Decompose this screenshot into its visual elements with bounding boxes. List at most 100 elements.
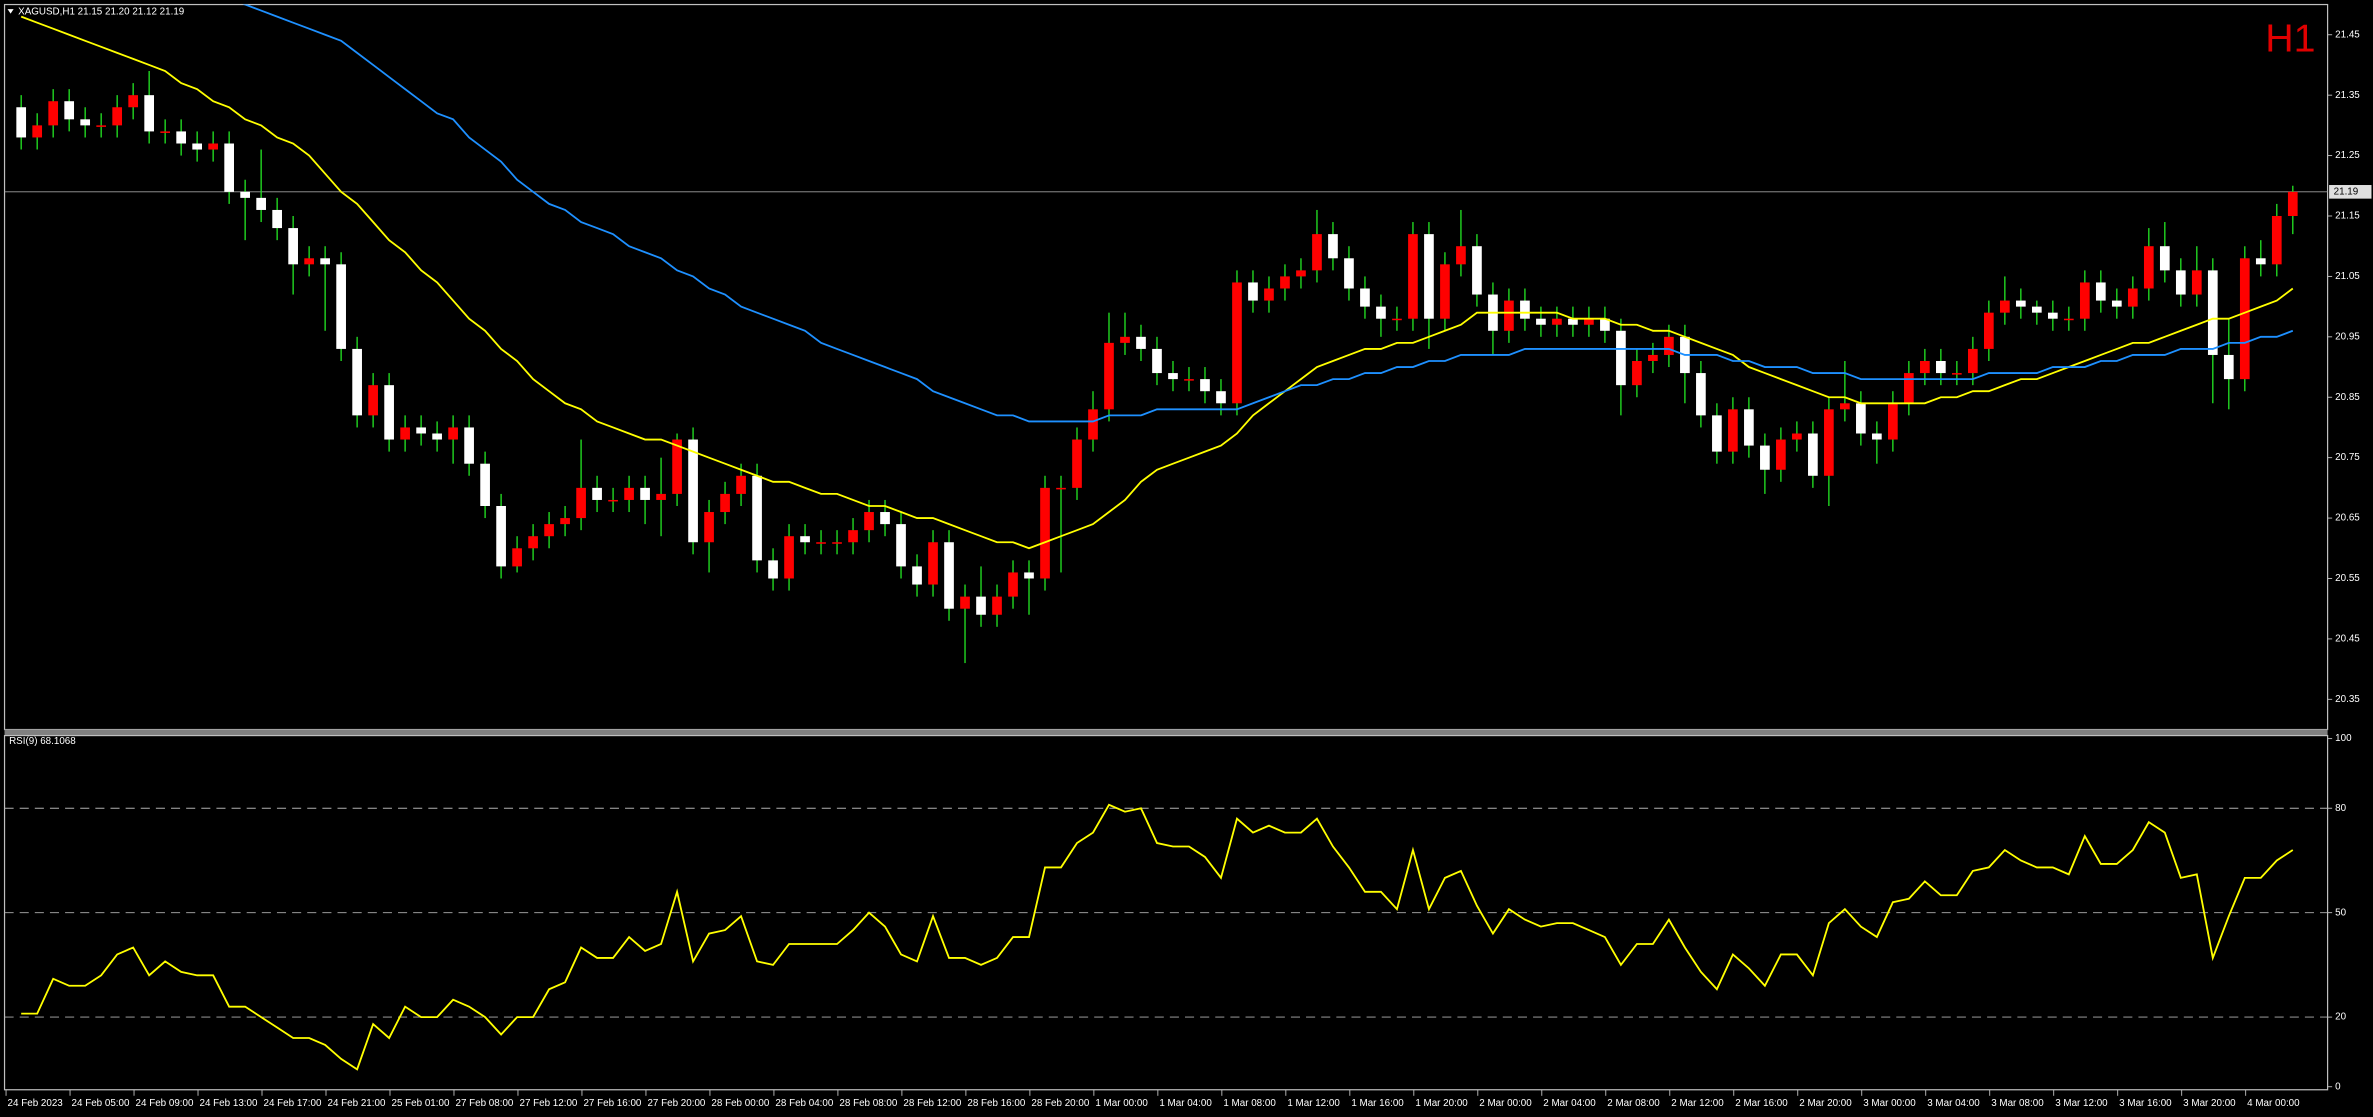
candle-body xyxy=(80,119,91,126)
current-price-box xyxy=(2329,185,2372,199)
candle-body xyxy=(1120,336,1130,343)
candle-body xyxy=(1712,415,1722,452)
y-tick-label: 20 xyxy=(2335,1012,2346,1023)
x-tick-label: 2 Mar 16:00 xyxy=(1735,1098,1788,1109)
x-tick-label: 3 Mar 08:00 xyxy=(1991,1098,2044,1109)
x-tick-label: 27 Feb 20:00 xyxy=(647,1098,705,1109)
candle-body xyxy=(2223,354,2234,380)
timeframe-label: H1 xyxy=(2265,16,2315,60)
candle-body xyxy=(960,596,970,609)
candle-body xyxy=(768,560,778,579)
current-price-label: 21.19 xyxy=(2334,186,2359,197)
candle-body xyxy=(2191,270,2202,295)
x-tick-label: 1 Mar 16:00 xyxy=(1351,1098,1404,1109)
candle-body xyxy=(1888,403,1898,440)
x-tick-label: 24 Feb 13:00 xyxy=(200,1098,258,1109)
candle-body xyxy=(864,512,874,531)
y-tick-label: 21.45 xyxy=(2335,29,2360,40)
candle-body xyxy=(2271,215,2282,265)
candle-body xyxy=(2143,246,2154,289)
candle-body xyxy=(1792,433,1802,440)
candle-body xyxy=(224,143,234,192)
candle-body xyxy=(1248,282,1258,301)
candle-body xyxy=(128,95,139,108)
candle-body xyxy=(880,512,890,525)
candle-body xyxy=(1008,572,1018,597)
candle-body xyxy=(1616,330,1626,386)
candle-body xyxy=(1760,445,1770,470)
x-tick-label: 28 Feb 04:00 xyxy=(775,1098,833,1109)
candle-body xyxy=(320,258,330,265)
candle-body xyxy=(1648,354,1658,361)
candle-body xyxy=(544,524,554,537)
candle-body xyxy=(1936,360,1946,374)
candle-body xyxy=(832,542,842,544)
x-tick-label: 2 Mar 20:00 xyxy=(1799,1098,1852,1109)
candle-body xyxy=(400,427,410,440)
candle-body xyxy=(1536,318,1546,325)
candle-body xyxy=(1920,360,1930,374)
x-tick-label: 25 Feb 01:00 xyxy=(391,1098,449,1109)
candle-body xyxy=(1999,300,2010,313)
candle-body xyxy=(912,566,922,585)
y-tick-label: 21.05 xyxy=(2335,271,2360,282)
x-tick-label: 2 Mar 08:00 xyxy=(1607,1098,1660,1109)
candle-body xyxy=(496,505,506,567)
candle-body xyxy=(2031,306,2042,313)
x-tick-label: 24 Feb 17:00 xyxy=(264,1098,322,1109)
chart-header: XAGUSD,H1 21.15 21.20 21.12 21.19 xyxy=(18,7,184,18)
candle-body xyxy=(2287,191,2298,216)
candle-body xyxy=(1312,234,1322,271)
candle-body xyxy=(1392,318,1402,321)
candle-body xyxy=(1584,318,1594,325)
candle-body xyxy=(304,258,314,265)
x-tick-label: 3 Mar 16:00 xyxy=(2119,1098,2172,1109)
candle-body xyxy=(1632,360,1642,386)
y-tick-label: 80 xyxy=(2335,803,2346,814)
y-tick-label: 20.65 xyxy=(2335,513,2360,524)
candle-body xyxy=(1168,373,1178,380)
x-tick-label: 1 Mar 04:00 xyxy=(1159,1098,1212,1109)
rsi-plot xyxy=(4,803,2328,1071)
candle-body xyxy=(2239,258,2250,380)
candle-body xyxy=(944,542,954,609)
moving-average xyxy=(242,4,2294,423)
candle-body xyxy=(752,475,762,561)
candle-body xyxy=(1104,342,1114,410)
x-tick-label: 24 Feb 2023 xyxy=(8,1098,64,1109)
candle-body xyxy=(48,101,59,126)
candle-body xyxy=(464,427,474,464)
candle-body xyxy=(368,385,378,416)
candle-body xyxy=(288,228,298,265)
main-plot xyxy=(4,4,2328,664)
candle-body xyxy=(2175,270,2186,295)
candle-body xyxy=(1728,409,1738,452)
candle-body xyxy=(384,385,394,440)
candle-body xyxy=(2111,300,2122,307)
candle-body xyxy=(720,493,730,513)
candle-body xyxy=(208,143,218,150)
x-tick-label: 28 Feb 00:00 xyxy=(711,1098,769,1109)
candle-body xyxy=(336,264,346,349)
candle-body xyxy=(928,542,938,585)
x-tick-label: 3 Mar 04:00 xyxy=(1927,1098,1980,1109)
x-tick-label: 3 Mar 00:00 xyxy=(1863,1098,1916,1109)
candle-body xyxy=(688,439,698,543)
collapse-arrow[interactable] xyxy=(7,9,14,14)
candle-body xyxy=(1952,373,1962,375)
candle-body xyxy=(480,463,490,506)
candle-body xyxy=(2079,282,2090,319)
x-tick-label: 1 Mar 12:00 xyxy=(1287,1098,1340,1109)
candle-body xyxy=(1072,439,1082,488)
candle-body xyxy=(1184,379,1194,381)
candle-body xyxy=(1024,572,1034,579)
x-tick-label: 24 Feb 21:00 xyxy=(328,1098,386,1109)
candle-body xyxy=(1216,391,1226,404)
candle-body xyxy=(1568,318,1578,325)
x-tick-label: 27 Feb 08:00 xyxy=(455,1098,513,1109)
panel-separator xyxy=(4,729,2328,736)
x-tick-label: 3 Mar 12:00 xyxy=(2055,1098,2108,1109)
candle-body xyxy=(704,512,714,543)
candle-body xyxy=(512,548,522,567)
